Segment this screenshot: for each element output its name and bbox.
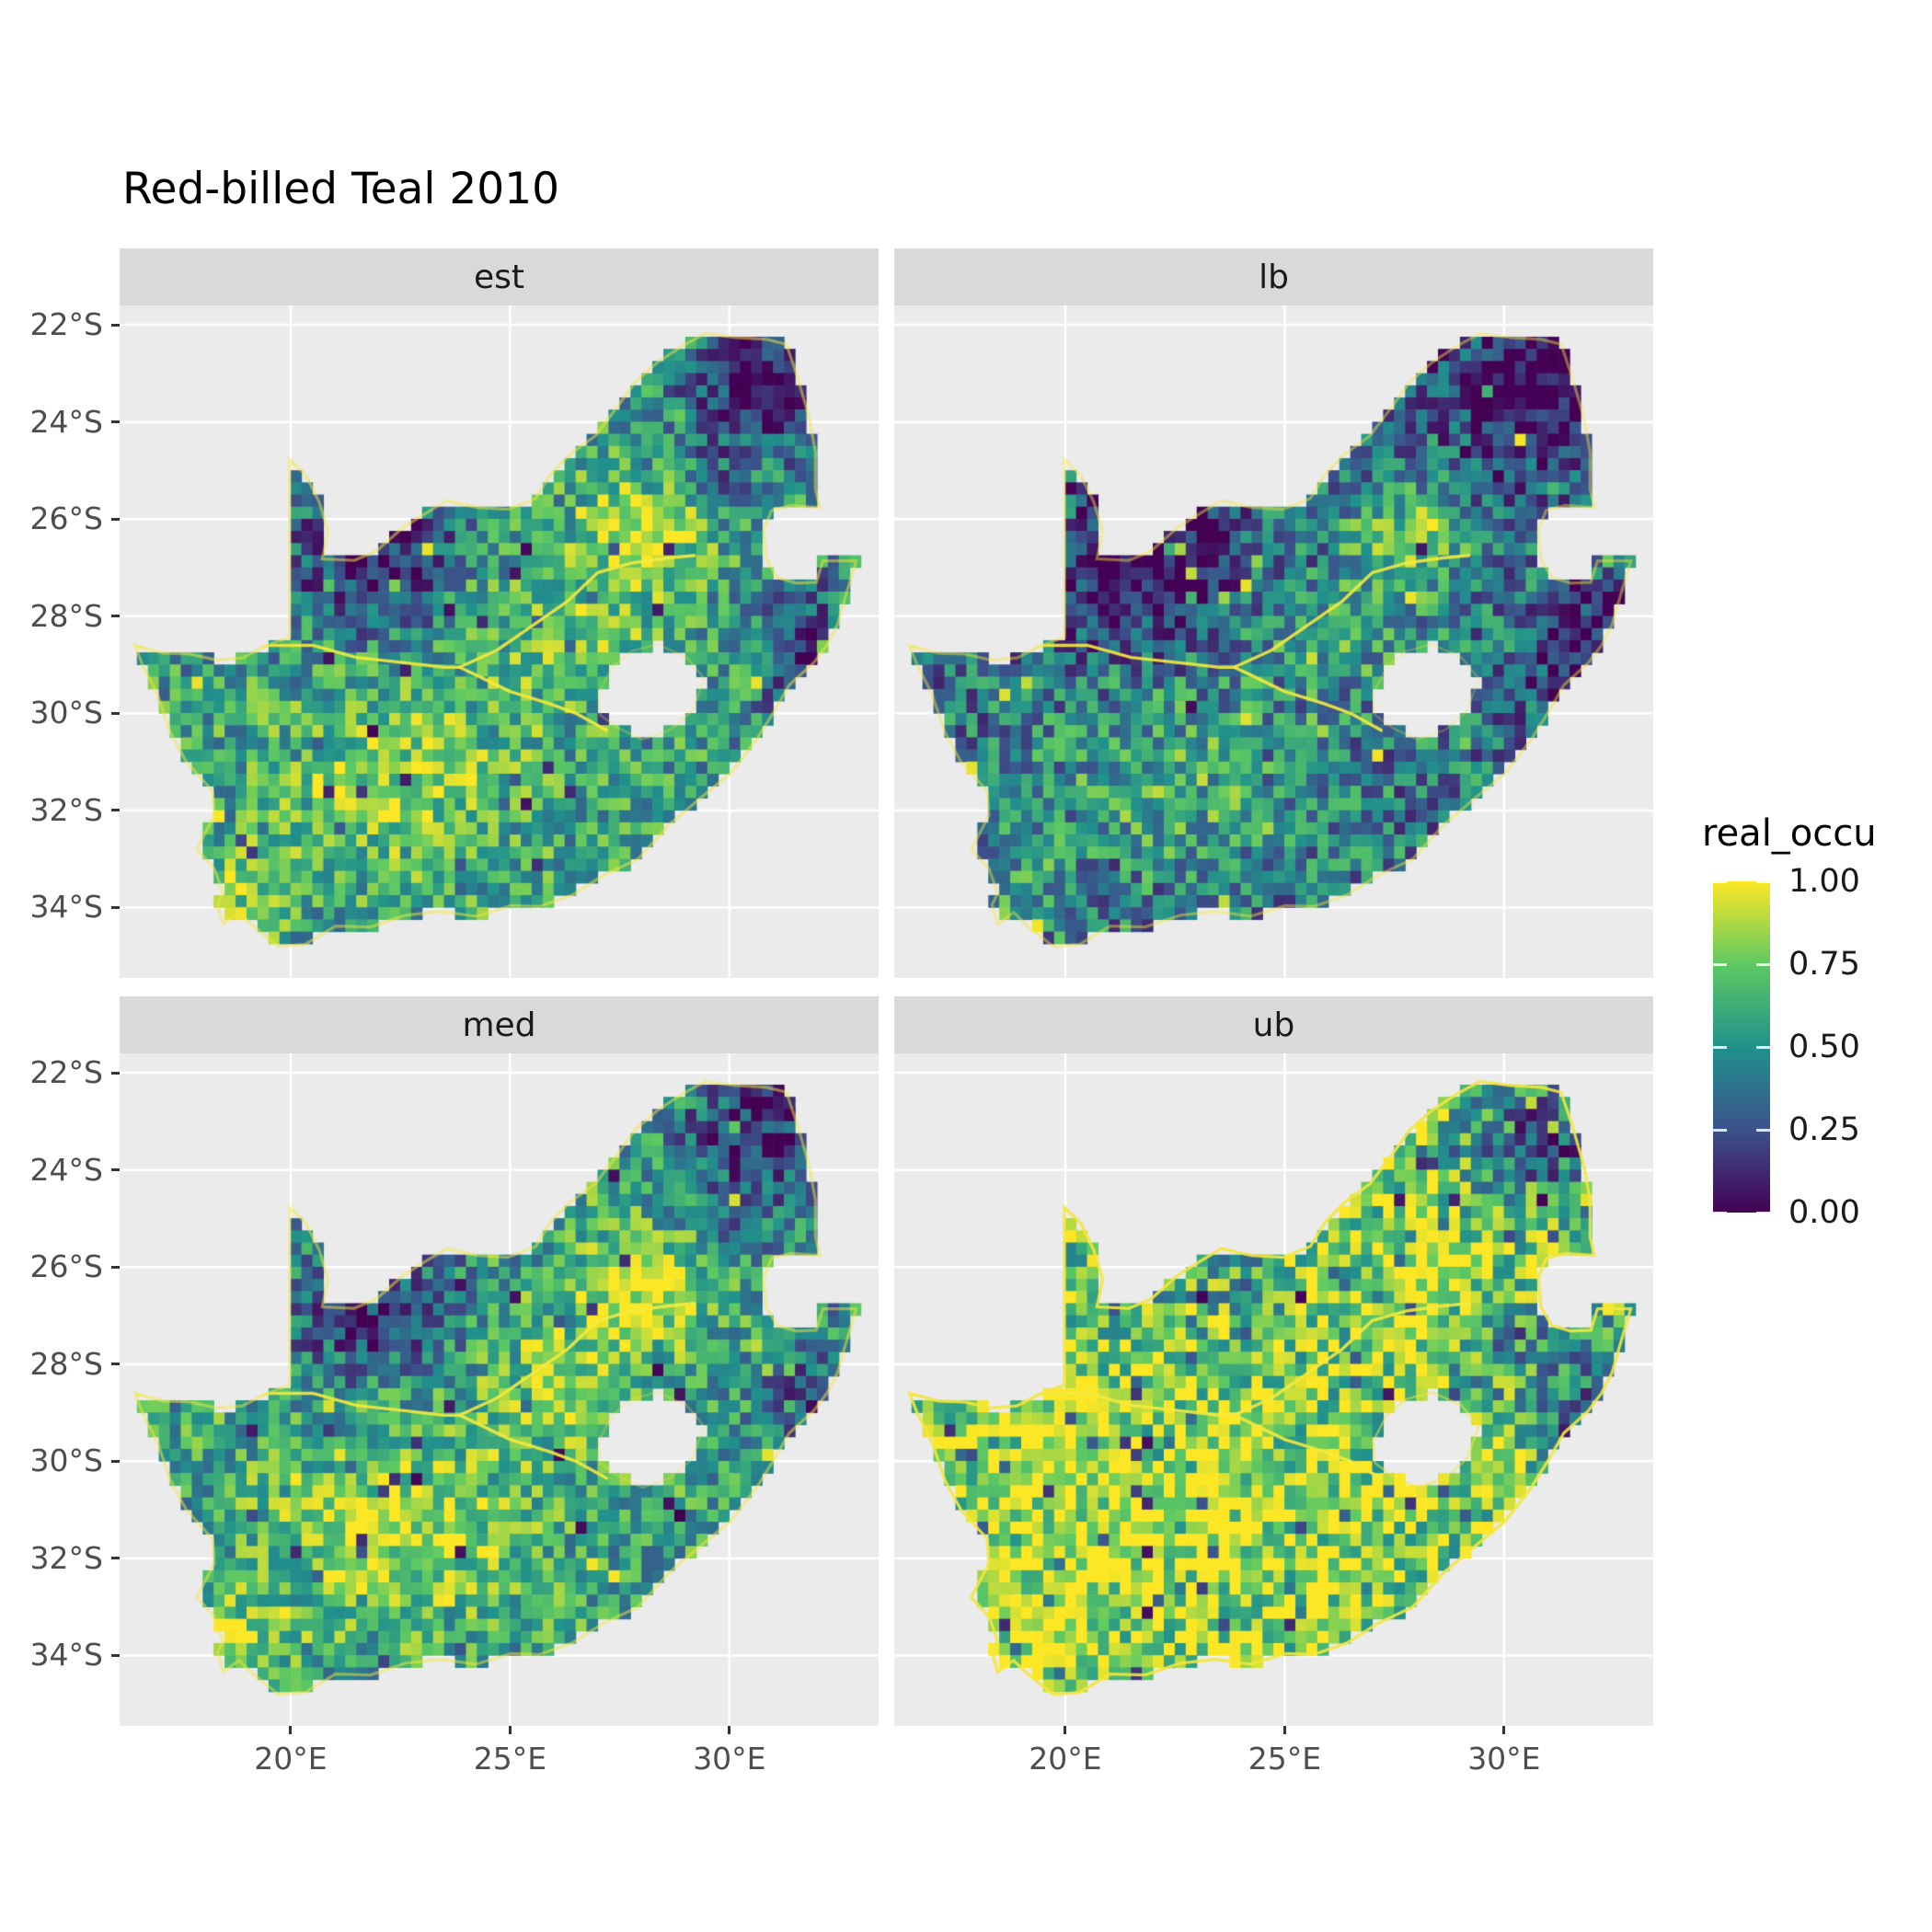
legend-tick-mark bbox=[1713, 1128, 1727, 1132]
y-tick-mark bbox=[111, 809, 120, 812]
y-tick-mark bbox=[111, 615, 120, 618]
legend-value-label: 0.25 bbox=[1788, 1111, 1860, 1148]
y-axis-label: 24°S bbox=[29, 403, 103, 440]
y-axis-label: 22°S bbox=[29, 306, 103, 343]
y-axis-label: 26°S bbox=[29, 500, 103, 537]
y-axis-label: 30°S bbox=[29, 1443, 103, 1479]
y-axis-label: 28°S bbox=[29, 1345, 103, 1382]
map-canvas-est bbox=[120, 305, 879, 978]
facet-strip-lb: lb bbox=[894, 248, 1653, 305]
y-tick-mark bbox=[111, 1459, 120, 1463]
y-tick-mark bbox=[111, 1557, 120, 1560]
y-tick-mark bbox=[111, 1653, 120, 1657]
y-axis-label: 26°S bbox=[29, 1248, 103, 1285]
x-axis-label: 25°E bbox=[473, 1741, 547, 1777]
x-tick-mark bbox=[1502, 1726, 1506, 1734]
plot-title: Red-billed Teal 2010 bbox=[122, 164, 560, 214]
legend-value-label: 0.50 bbox=[1788, 1029, 1860, 1065]
y-tick-mark bbox=[111, 420, 120, 424]
facet-strip-est: est bbox=[120, 248, 879, 305]
legend-tick-mark bbox=[1756, 880, 1770, 883]
x-tick-mark bbox=[508, 1726, 512, 1734]
x-tick-mark bbox=[289, 1726, 293, 1734]
facet-strip-label: ub bbox=[1252, 1006, 1295, 1044]
facet-strip-med: med bbox=[120, 996, 879, 1053]
legend-value-label: 0.75 bbox=[1788, 946, 1860, 983]
legend-tick-mark bbox=[1713, 1045, 1727, 1049]
map-canvas-med bbox=[120, 1053, 879, 1726]
y-tick-mark bbox=[111, 517, 120, 521]
x-axis-label: 30°E bbox=[1467, 1741, 1541, 1777]
x-tick-mark bbox=[728, 1726, 731, 1734]
legend-tick-mark bbox=[1713, 1211, 1727, 1214]
x-axis-label: 20°E bbox=[1029, 1741, 1102, 1777]
map-canvas-lb bbox=[894, 305, 1653, 978]
y-axis-label: 34°S bbox=[29, 1637, 103, 1673]
map-canvas-ub bbox=[894, 1053, 1653, 1726]
facet-strip-ub: ub bbox=[894, 996, 1653, 1053]
legend-tick-mark bbox=[1756, 1045, 1770, 1049]
y-axis-label: 34°S bbox=[29, 889, 103, 926]
y-axis-label: 30°S bbox=[29, 695, 103, 731]
facet-strip-label: lb bbox=[1259, 258, 1289, 296]
legend-tick-mark bbox=[1756, 962, 1770, 966]
map-panel-est bbox=[120, 305, 879, 978]
facet-strip-label: est bbox=[473, 258, 525, 296]
map-panel-ub bbox=[894, 1053, 1653, 1726]
x-axis-label: 30°E bbox=[693, 1741, 766, 1777]
legend-tick-mark bbox=[1713, 880, 1727, 883]
y-tick-mark bbox=[111, 1071, 120, 1075]
facet-strip-label: med bbox=[462, 1006, 536, 1044]
y-tick-mark bbox=[111, 1265, 120, 1269]
y-tick-mark bbox=[111, 711, 120, 715]
y-tick-mark bbox=[111, 905, 120, 909]
y-tick-mark bbox=[111, 323, 120, 327]
y-axis-label: 32°S bbox=[29, 1539, 103, 1576]
map-panel-lb bbox=[894, 305, 1653, 978]
legend-tick-mark bbox=[1756, 1211, 1770, 1214]
y-axis-label: 24°S bbox=[29, 1151, 103, 1188]
x-axis-label: 20°E bbox=[254, 1741, 328, 1777]
y-axis-label: 32°S bbox=[29, 791, 103, 828]
legend-value-label: 0.00 bbox=[1788, 1194, 1860, 1231]
y-axis-label: 28°S bbox=[29, 597, 103, 634]
legend-title: real_occu bbox=[1702, 812, 1877, 855]
x-tick-mark bbox=[1064, 1726, 1067, 1734]
legend-tick-mark bbox=[1756, 1128, 1770, 1132]
y-tick-mark bbox=[111, 1363, 120, 1366]
y-axis-label: 22°S bbox=[29, 1054, 103, 1091]
x-tick-mark bbox=[1282, 1726, 1286, 1734]
legend-value-label: 1.00 bbox=[1788, 863, 1860, 900]
x-axis-label: 25°E bbox=[1248, 1741, 1322, 1777]
legend-tick-mark bbox=[1713, 962, 1727, 966]
y-tick-mark bbox=[111, 1168, 120, 1172]
map-panel-med bbox=[120, 1053, 879, 1726]
